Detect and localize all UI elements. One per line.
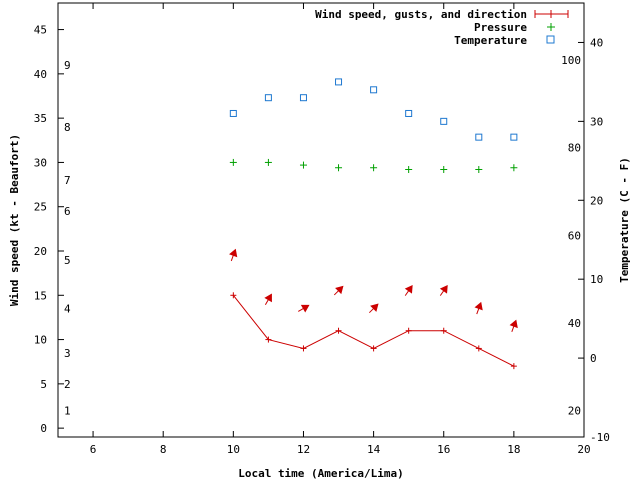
beaufort-label: 1 (64, 404, 71, 417)
pressure-point (335, 164, 343, 172)
fahrenheit-label: 40 (568, 317, 581, 330)
temperature-point (510, 133, 518, 141)
wind-direction-arrow (474, 301, 483, 315)
pressure-point (405, 166, 413, 174)
legend-swatch-temperature (546, 35, 555, 44)
beaufort-label: 3 (64, 347, 71, 360)
wind-speed-point (440, 327, 447, 334)
y-left-tick-label: 40 (34, 68, 47, 81)
temperature-point (229, 109, 237, 117)
y-right-tick-label: 40 (590, 36, 603, 49)
y-axis-label-left: Wind speed (kt - Beaufort) (8, 134, 21, 306)
fahrenheit-label: 60 (568, 229, 581, 242)
y-left-tick-label: 30 (34, 156, 47, 169)
wind-direction-arrow (264, 293, 272, 306)
temperature-point (440, 117, 448, 125)
x-tick-label: 12 (297, 443, 310, 456)
beaufort-label: 6 (64, 205, 71, 218)
pressure-point (370, 164, 378, 172)
legend-label-wind: Wind speed, gusts, and direction (315, 8, 527, 21)
wind-direction-arrow (404, 284, 413, 296)
wind-speed-point (510, 363, 517, 370)
fahrenheit-label: 80 (568, 142, 581, 155)
legend-swatch-wind (534, 10, 569, 18)
beaufort-label: 5 (64, 254, 71, 267)
y-left-tick-label: 10 (34, 334, 47, 347)
series-layer (229, 78, 518, 370)
temperature-point (299, 94, 307, 102)
wind-speed-point (335, 327, 342, 334)
y-left-tick-label: 20 (34, 245, 47, 258)
y-axis-label-right: Temperature (C - F) (618, 157, 631, 283)
x-tick-label: 10 (227, 443, 240, 456)
y-left-tick-label: 25 (34, 201, 47, 214)
temperature-point (264, 94, 272, 102)
pressure-point (475, 166, 483, 174)
y-left-tick-label: 15 (34, 289, 47, 302)
x-tick-label: 14 (367, 443, 381, 456)
x-tick-label: 16 (437, 443, 450, 456)
legend-label-temperature: Temperature (454, 34, 527, 47)
wind-speed-point (230, 292, 237, 299)
y-left-tick-label: 0 (40, 422, 47, 435)
y-right-tick-label: -10 (590, 431, 610, 444)
pressure-point (440, 166, 448, 174)
wind-direction-arrow (229, 248, 238, 262)
pressure-point (510, 164, 518, 172)
wind-direction-arrow (509, 319, 518, 332)
y-left-tick-label: 35 (34, 112, 47, 125)
beaufort-label: 2 (64, 378, 71, 391)
wind-direction-arrow (439, 284, 448, 296)
beaufort-label: 8 (64, 121, 71, 134)
y-right-tick-label: 20 (590, 194, 603, 207)
y-right-tick-label: 10 (590, 273, 603, 286)
legend-label-pressure: Pressure (474, 21, 527, 34)
wind-direction-arrow (333, 285, 344, 296)
beaufort-label: 7 (64, 174, 71, 187)
pressure-point (229, 158, 237, 166)
temperature-point (335, 78, 343, 86)
plot-frame (57, 2, 585, 438)
x-tick-label: 18 (507, 443, 520, 456)
axis-ticks: 6 8 10 12 14 16 18 2005101520253035404512345678… (34, 3, 610, 456)
temperature-point (405, 109, 413, 117)
legend: Wind speed, gusts, and direction Pressur… (315, 8, 569, 47)
temperature-point (370, 86, 378, 94)
wind-direction-arrow (298, 304, 310, 313)
y-right-tick-label: 0 (590, 352, 597, 365)
legend-swatch-pressure (547, 23, 555, 31)
x-tick-label: 20 (577, 443, 590, 456)
y-left-tick-label: 45 (34, 24, 47, 37)
pressure-point (264, 158, 272, 166)
wind-speed-point (475, 345, 482, 352)
y-left-tick-label: 5 (40, 378, 47, 391)
x-tick-label: 6 (90, 443, 97, 456)
beaufort-label: 4 (64, 303, 71, 316)
y-right-tick-label: 30 (590, 115, 603, 128)
x-axis-label: Local time (America/Lima) (238, 467, 404, 480)
beaufort-label: 9 (64, 59, 71, 72)
wind-speed-point (300, 345, 307, 352)
pressure-point (299, 161, 307, 169)
wind-speed-point (405, 327, 412, 334)
wind-direction-arrow (369, 303, 379, 314)
x-tick-label: 8 (160, 443, 167, 456)
wind-speed-point (370, 345, 377, 352)
fahrenheit-label: 100 (561, 54, 581, 67)
temperature-point (475, 133, 483, 141)
wind-speed-point (265, 336, 272, 343)
fahrenheit-label: 20 (568, 405, 581, 418)
